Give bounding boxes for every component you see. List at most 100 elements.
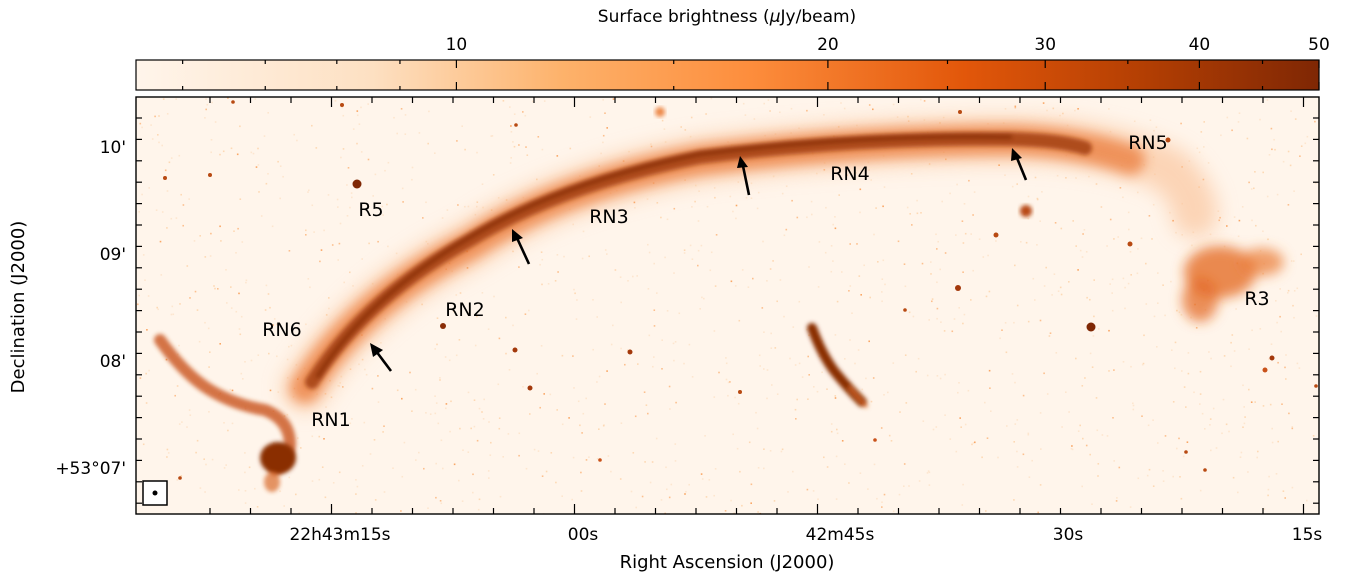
noise-pixel	[171, 305, 174, 308]
noise-pixel	[1070, 448, 1073, 450]
noise-pixel	[956, 183, 958, 186]
noise-pixel	[210, 232, 212, 235]
noise-pixel	[641, 495, 644, 498]
noise-pixel	[1141, 415, 1143, 417]
noise-pixel	[868, 340, 870, 343]
noise-pixel	[363, 421, 366, 424]
noise-pixel	[387, 161, 390, 164]
noise-pixel	[352, 128, 355, 130]
noise-pixel	[1304, 142, 1307, 145]
y-tick-label: 08'	[100, 352, 126, 372]
noise-pixel	[400, 108, 403, 110]
noise-pixel	[1157, 442, 1159, 444]
noise-pixel	[752, 277, 754, 280]
noise-pixel	[355, 479, 357, 481]
noise-pixel	[988, 369, 991, 372]
noise-pixel	[244, 490, 247, 492]
noise-pixel	[349, 271, 351, 274]
noise-pixel	[462, 449, 464, 451]
noise-pixel	[1268, 358, 1270, 360]
noise-pixel	[1246, 137, 1249, 140]
noise-pixel	[916, 199, 918, 202]
y-tick-label: +53°07'	[55, 459, 126, 479]
noise-pixel	[293, 133, 295, 136]
noise-pixel	[670, 483, 673, 486]
noise-pixel	[1275, 300, 1277, 302]
noise-pixel	[1280, 330, 1282, 333]
noise-pixel	[272, 324, 274, 326]
noise-pixel	[664, 141, 667, 143]
noise-pixel	[868, 104, 871, 106]
noise-pixel	[1034, 299, 1036, 301]
noise-pixel	[279, 165, 282, 167]
noise-pixel	[160, 274, 163, 276]
noise-pixel	[1122, 361, 1125, 363]
noise-pixel	[776, 300, 778, 303]
noise-pixel	[661, 119, 664, 122]
noise-pixel	[1095, 183, 1098, 185]
noise-pixel	[148, 369, 150, 372]
noise-pixel	[774, 347, 777, 349]
noise-pixel	[476, 201, 479, 203]
noise-pixel	[401, 187, 404, 190]
noise-pixel	[1293, 190, 1295, 192]
noise-pixel	[360, 106, 362, 109]
noise-pixel	[396, 132, 398, 135]
noise-pixel	[334, 100, 337, 102]
y-axis-label: Declination (J2000)	[8, 221, 29, 394]
noise-pixel	[787, 491, 789, 493]
noise-pixel	[1271, 441, 1274, 444]
noise-pixel	[1141, 363, 1144, 366]
noise-pixel	[1203, 121, 1205, 123]
noise-pixel	[592, 299, 594, 301]
noise-pixel	[917, 357, 920, 360]
noise-pixel	[176, 385, 179, 387]
noise-pixel	[780, 450, 783, 453]
noise-pixel	[139, 122, 142, 125]
noise-pixel	[1093, 315, 1095, 318]
noise-pixel	[1132, 404, 1135, 407]
noise-pixel	[897, 240, 900, 243]
noise-pixel	[870, 400, 873, 403]
noise-pixel	[701, 296, 703, 299]
noise-pixel	[1124, 307, 1126, 310]
noise-pixel	[396, 389, 399, 392]
noise-pixel	[158, 141, 160, 144]
noise-pixel	[872, 377, 875, 379]
noise-pixel	[898, 493, 901, 496]
noise-pixel	[1248, 348, 1250, 350]
noise-pixel	[971, 443, 973, 446]
noise-pixel	[926, 374, 929, 377]
noise-pixel	[769, 450, 772, 452]
noise-pixel	[680, 126, 682, 128]
noise-pixel	[347, 167, 350, 169]
noise-pixel	[1014, 105, 1017, 108]
noise-pixel	[1046, 109, 1048, 112]
noise-pixel	[750, 182, 753, 185]
noise-pixel	[455, 354, 458, 357]
noise-pixel	[1037, 511, 1039, 514]
central-source	[807, 323, 868, 408]
noise-pixel	[785, 228, 788, 231]
noise-pixel	[875, 207, 877, 209]
noise-pixel	[241, 241, 244, 243]
noise-pixel	[857, 349, 860, 351]
noise-pixel	[1039, 220, 1041, 222]
noise-pixel	[710, 251, 713, 254]
noise-pixel	[825, 206, 827, 209]
noise-pixel	[217, 288, 219, 290]
noise-pixel	[1247, 292, 1250, 294]
noise-pixel	[884, 283, 886, 286]
noise-pixel	[1287, 150, 1290, 153]
noise-pixel	[673, 272, 675, 274]
noise-pixel	[783, 234, 786, 237]
noise-pixel	[653, 356, 655, 358]
noise-pixel	[763, 102, 765, 105]
noise-pixel	[352, 285, 354, 287]
noise-pixel	[943, 330, 946, 332]
noise-pixel	[210, 151, 212, 154]
noise-pixel	[380, 342, 382, 344]
noise-pixel	[180, 193, 182, 196]
noise-pixel	[604, 112, 606, 114]
noise-pixel	[961, 220, 964, 222]
